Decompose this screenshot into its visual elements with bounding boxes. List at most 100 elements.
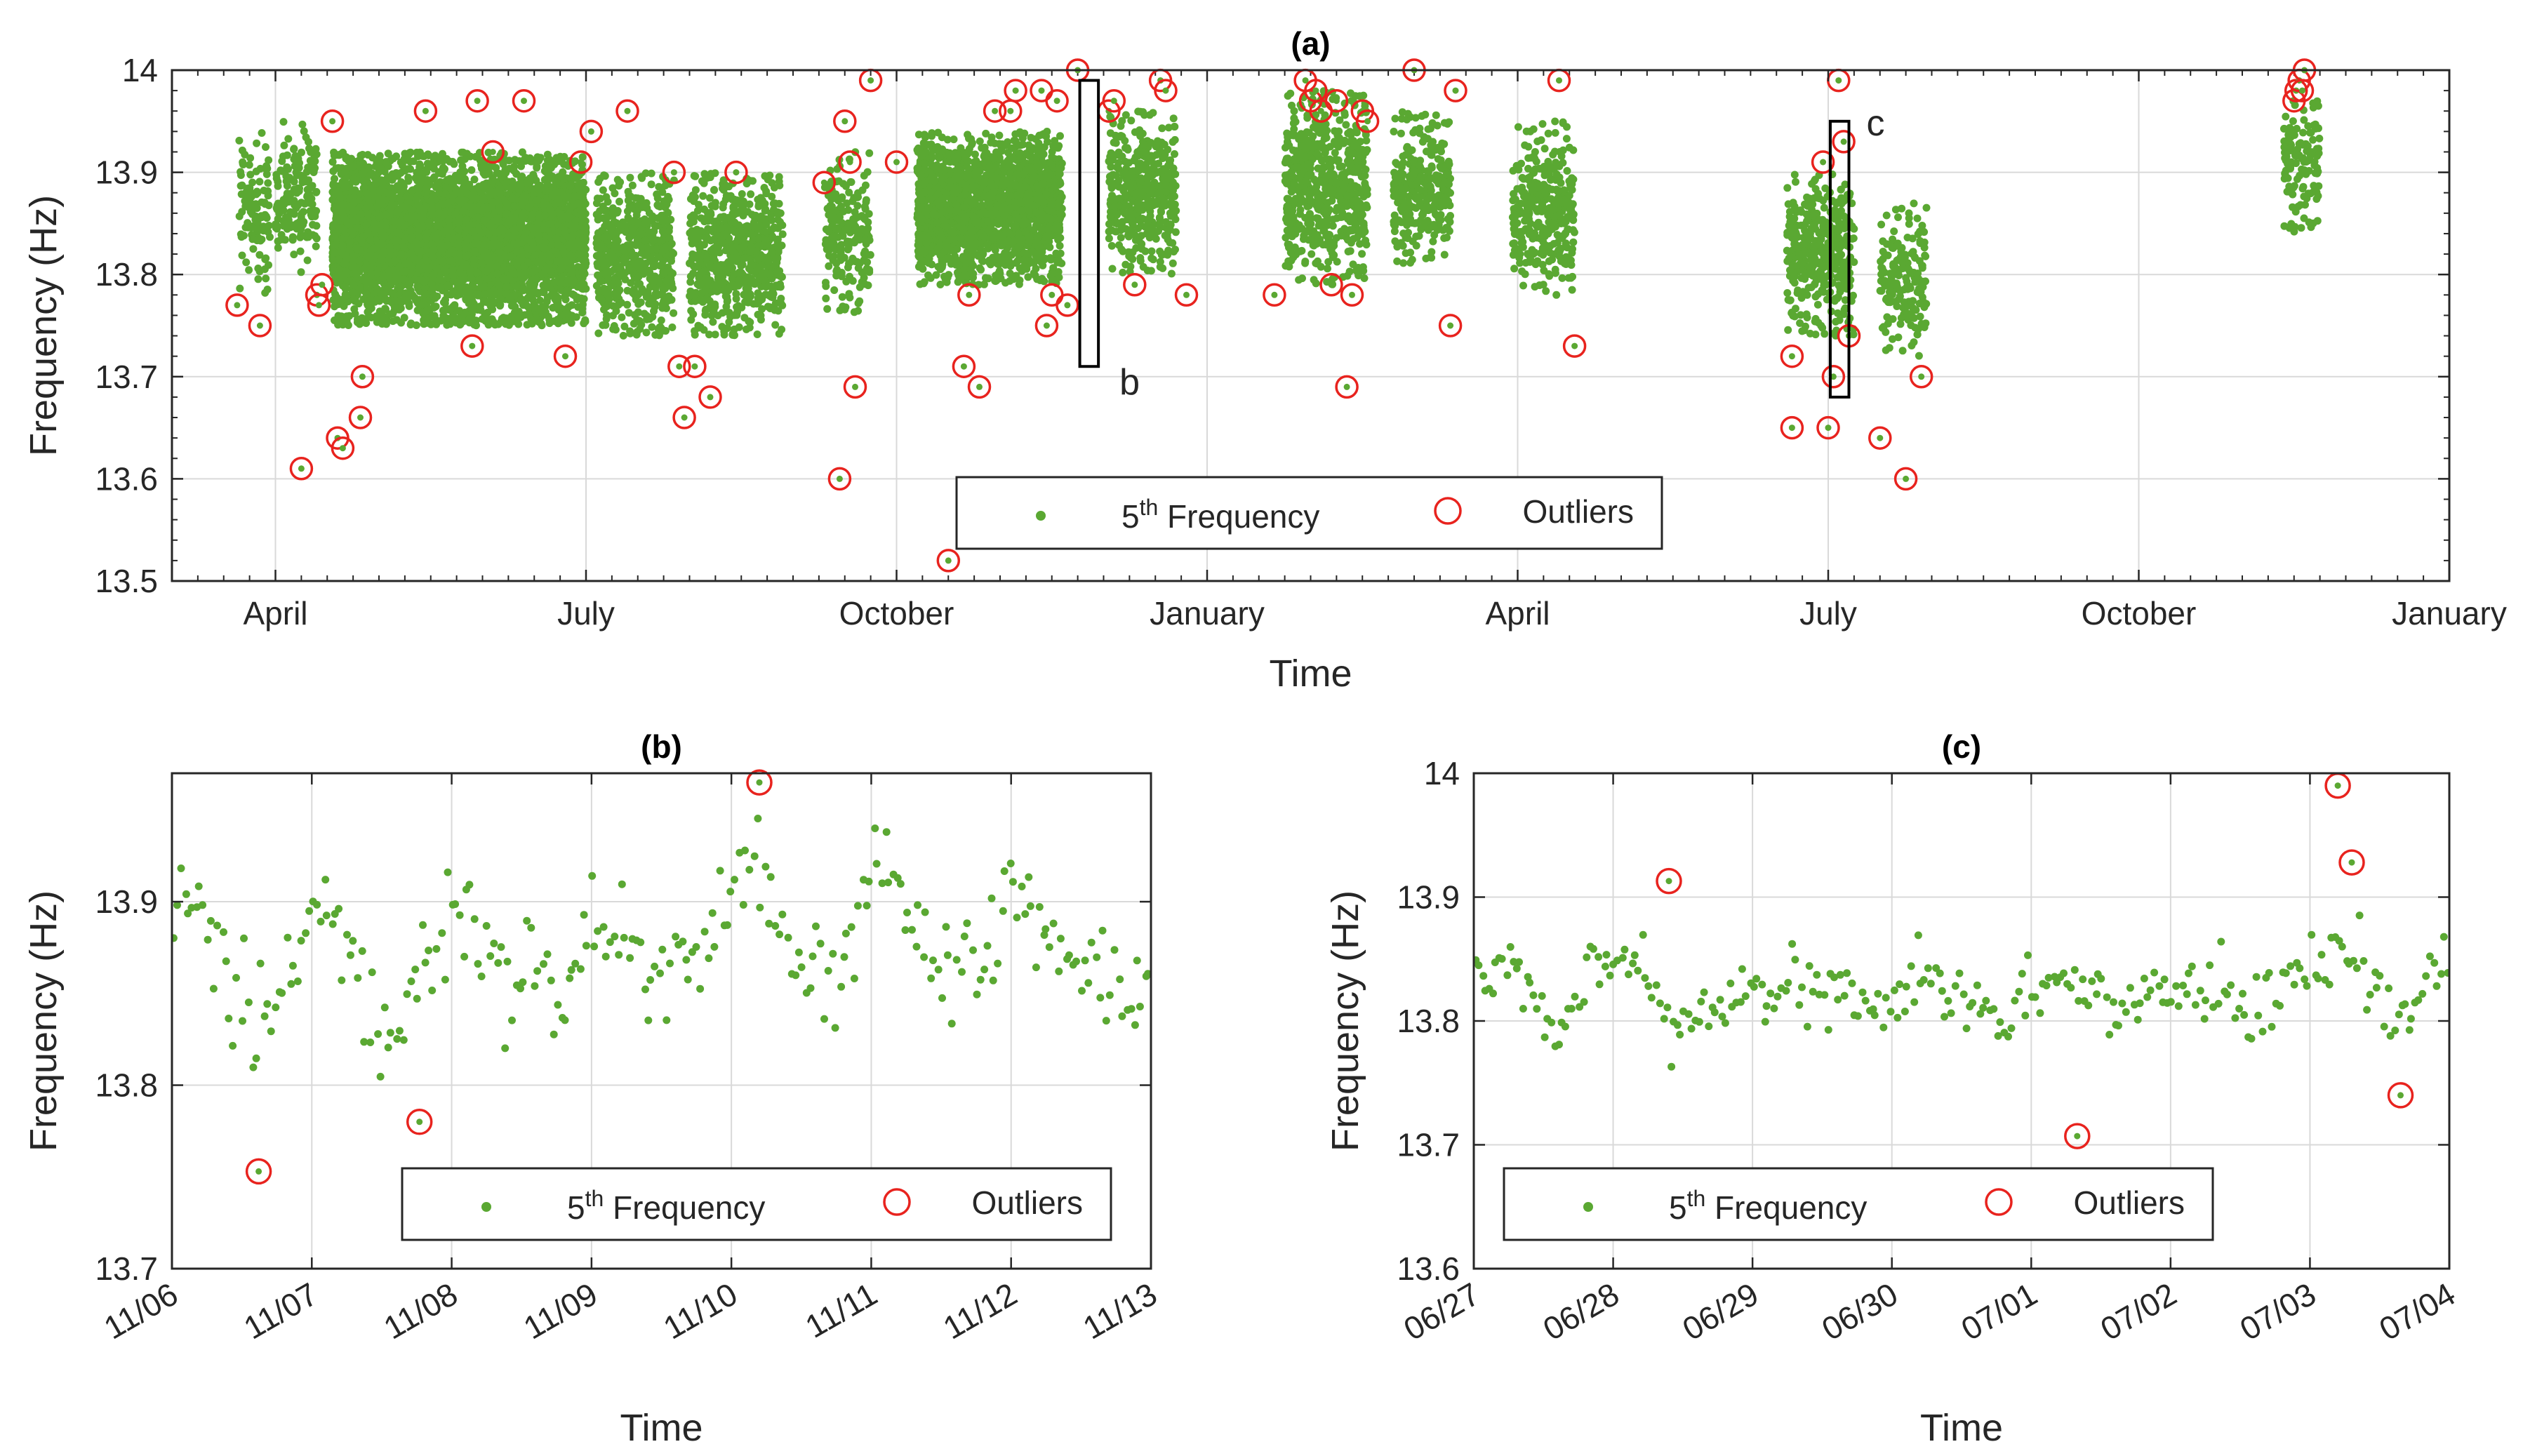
data-point bbox=[296, 234, 304, 241]
data-point bbox=[264, 179, 272, 187]
data-point bbox=[389, 317, 397, 325]
data-point bbox=[438, 246, 446, 254]
data-point bbox=[330, 180, 338, 187]
data-point bbox=[489, 318, 497, 326]
data-point bbox=[437, 284, 445, 292]
data-point bbox=[439, 307, 447, 314]
data-point bbox=[266, 233, 274, 241]
data-point bbox=[538, 321, 546, 329]
data-point bbox=[280, 142, 288, 149]
data-point bbox=[380, 177, 387, 185]
data-point bbox=[236, 285, 244, 293]
data-point bbox=[439, 171, 446, 178]
data-point bbox=[550, 278, 558, 286]
data-point bbox=[365, 163, 373, 171]
data-point bbox=[286, 208, 294, 216]
data-point bbox=[302, 178, 310, 185]
data-point bbox=[566, 182, 574, 190]
data-point bbox=[509, 194, 517, 202]
data-point bbox=[528, 268, 536, 276]
data-point bbox=[265, 192, 272, 199]
data-point bbox=[433, 180, 441, 188]
data-point bbox=[309, 221, 317, 229]
data-point bbox=[305, 145, 313, 152]
data-point bbox=[392, 257, 399, 265]
data-point bbox=[361, 276, 369, 283]
data-point bbox=[350, 281, 357, 289]
data-point bbox=[279, 152, 287, 160]
data-point bbox=[528, 211, 536, 219]
data-point bbox=[362, 315, 370, 323]
data-point bbox=[313, 150, 321, 158]
data-point bbox=[312, 243, 320, 251]
data-point bbox=[246, 184, 253, 192]
data-point bbox=[565, 303, 573, 311]
data-point bbox=[274, 237, 282, 245]
data-point bbox=[483, 205, 491, 213]
data-point bbox=[487, 302, 495, 310]
data-point bbox=[253, 204, 261, 212]
data-point bbox=[392, 237, 399, 245]
data-point bbox=[449, 272, 457, 279]
data-point bbox=[460, 168, 468, 175]
data-point bbox=[577, 211, 585, 218]
data-point bbox=[472, 291, 480, 299]
data-point bbox=[568, 319, 575, 327]
data-point bbox=[531, 251, 539, 259]
data-point bbox=[253, 140, 260, 147]
data-point bbox=[505, 316, 513, 324]
data-point bbox=[298, 268, 305, 276]
data-point bbox=[432, 234, 440, 242]
data-point bbox=[298, 149, 305, 156]
data-point bbox=[422, 185, 430, 193]
data-point bbox=[311, 232, 319, 240]
data-point bbox=[458, 149, 465, 156]
data-point bbox=[246, 161, 253, 169]
data-point bbox=[471, 175, 479, 183]
data-point bbox=[303, 234, 311, 241]
data-point bbox=[297, 248, 305, 255]
data-point bbox=[339, 251, 347, 258]
data-point bbox=[283, 178, 291, 185]
data-point bbox=[495, 281, 502, 289]
data-point bbox=[255, 178, 263, 185]
data-point bbox=[502, 210, 510, 218]
data-point bbox=[578, 305, 586, 313]
data-point bbox=[517, 296, 525, 304]
data-point bbox=[350, 258, 357, 265]
data-point bbox=[274, 215, 282, 223]
data-point bbox=[331, 152, 338, 159]
data-point bbox=[411, 276, 418, 283]
data-point bbox=[297, 172, 305, 180]
data-point bbox=[469, 281, 477, 288]
data-point bbox=[404, 298, 412, 306]
data-point bbox=[275, 205, 283, 213]
data-point bbox=[350, 296, 357, 304]
data-point bbox=[242, 258, 250, 266]
data-point bbox=[547, 268, 555, 276]
data-point bbox=[575, 230, 583, 238]
data-point bbox=[382, 159, 390, 166]
data-point bbox=[258, 129, 266, 137]
data-point bbox=[338, 297, 345, 305]
data-point bbox=[414, 152, 422, 160]
data-point bbox=[562, 295, 570, 303]
data-point bbox=[298, 210, 306, 218]
data-point bbox=[505, 165, 513, 173]
data-point bbox=[432, 302, 440, 310]
data-point bbox=[257, 165, 265, 173]
data-point bbox=[352, 186, 359, 194]
data-point bbox=[404, 178, 412, 185]
data-point bbox=[538, 288, 546, 296]
data-point bbox=[345, 321, 352, 329]
data-point bbox=[297, 225, 305, 233]
data-point bbox=[430, 246, 437, 253]
data-point bbox=[261, 211, 269, 219]
data-point bbox=[237, 182, 245, 189]
data-point bbox=[449, 302, 457, 310]
data-point bbox=[262, 143, 269, 151]
data-point bbox=[284, 135, 292, 142]
data-point bbox=[373, 193, 381, 201]
data-point bbox=[413, 296, 420, 304]
